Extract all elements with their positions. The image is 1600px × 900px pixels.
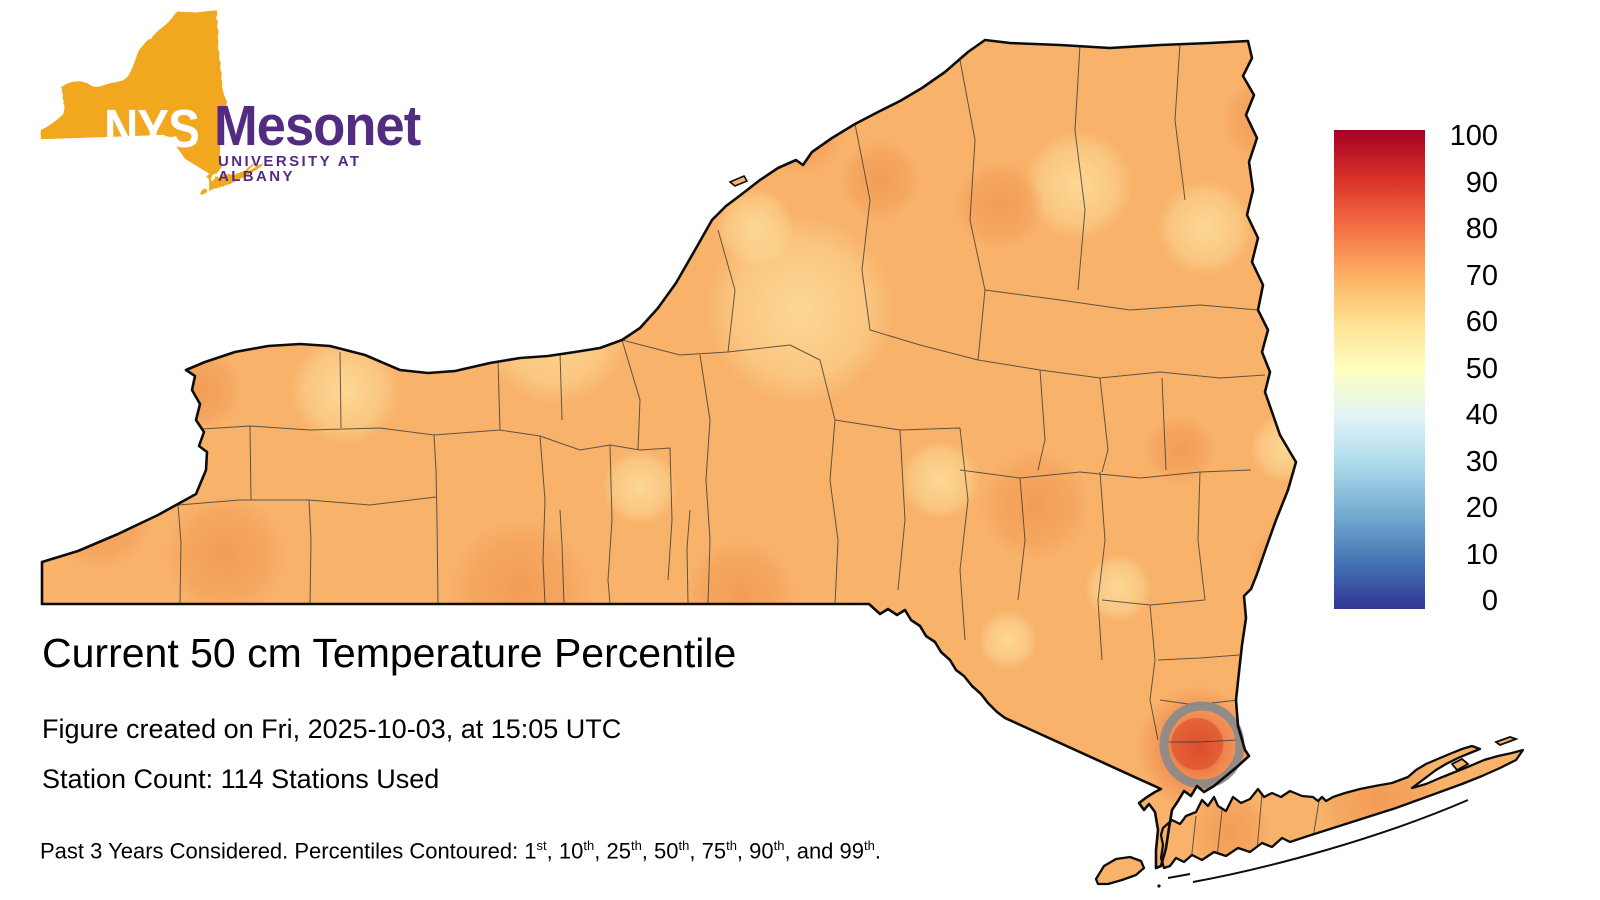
station-count-line: Station Count: 114 Stations Used: [42, 764, 440, 794]
small-islands: [728, 174, 1519, 888]
colorbar-tick-label: 0: [1481, 585, 1498, 617]
colorbar-tick-label: 70: [1465, 259, 1498, 292]
colorbar-tick-label: 80: [1465, 213, 1498, 245]
colorbar-tick-label: 60: [1465, 306, 1498, 338]
ordinal-superscript: th: [678, 838, 690, 853]
colorbar-tick-label: 10: [1465, 538, 1498, 571]
ordinal-superscript: th: [726, 838, 737, 853]
colorbar: [1334, 130, 1425, 609]
colorbar-tick-label: 40: [1465, 399, 1498, 431]
logo-nys-text: NYS: [104, 99, 200, 159]
ordinal-superscript: th: [864, 838, 875, 853]
logo-university-text: UNIVERSITY AT ALBANY: [218, 153, 362, 185]
county-boundaries: [42, 43, 1321, 863]
ordinal-superscript: th: [583, 838, 595, 853]
colorbar-tick-label: 100: [1449, 120, 1498, 152]
colorbar-tick-label: 90: [1465, 166, 1498, 199]
percentile-contour-ring: [1159, 701, 1245, 789]
colorbar-tick-label: 30: [1465, 445, 1498, 478]
logo-mesonet-text: Mesonet: [214, 94, 421, 158]
mesonet-logo: NYS Mesonet UNIVERSITY AT ALBANY: [30, 4, 430, 214]
ordinal-superscript: st: [536, 838, 547, 853]
ordinal-superscript: th: [630, 838, 642, 853]
figure-title: Current 50 cm Temperature Percentile: [42, 630, 737, 676]
ordinal-superscript: th: [773, 838, 785, 853]
figure-created-line: Figure created on Fri, 2025-10-03, at 15…: [42, 714, 622, 744]
colorbar-tick-label: 50: [1465, 352, 1498, 385]
colorbar-tick-label: 20: [1465, 492, 1498, 524]
footer-percentiles-line: Past 3 Years Considered. Percentiles Con…: [40, 838, 881, 864]
